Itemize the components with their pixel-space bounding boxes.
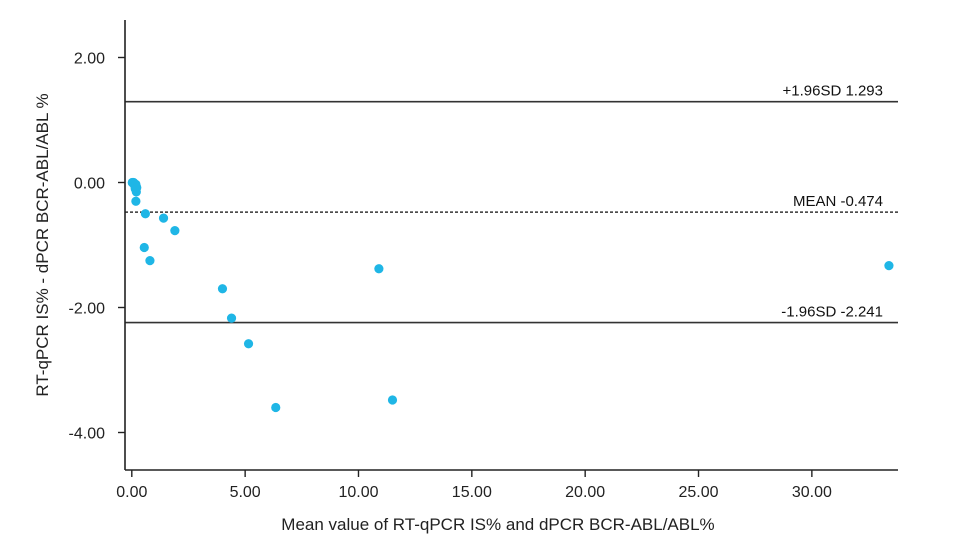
data-point (226, 313, 237, 323)
data-point (158, 213, 169, 223)
data-point (132, 182, 142, 193)
data-point (387, 395, 398, 405)
data-point (374, 264, 384, 274)
reference-line-label: -1.96SD -2.241 (781, 304, 883, 321)
y-tick-label: 2.00 (74, 51, 105, 68)
data-point (217, 284, 228, 294)
reference-line-label: MEAN -0.474 (793, 193, 883, 210)
data-points (127, 177, 894, 413)
data-point (243, 339, 254, 349)
reference-lines: +1.96SD 1.293 MEAN -0.474 -1.96SD -2.241 (125, 83, 898, 324)
data-point (139, 242, 149, 253)
axes (124, 20, 898, 471)
x-axis-title: Mean value of RT-qPCR IS% and dPCR BCR-A… (281, 515, 714, 534)
x-tick-label: 15.00 (452, 484, 492, 501)
data-point (131, 196, 141, 206)
data-point (271, 402, 281, 413)
y-axis-title: RT-qPCR IS% - dPCR BCR-ABL/ABL % (33, 93, 52, 396)
x-tick-label: 10.00 (338, 484, 378, 501)
x-ticks: 0.00 5.00 10.00 15.00 20.00 25.00 30.00 (116, 470, 832, 501)
y-tick-label: -4.00 (69, 426, 106, 443)
data-point (145, 256, 155, 266)
y-ticks: 2.00 0.00 -2.00 -4.00 (69, 51, 125, 443)
x-tick-label: 30.00 (792, 484, 832, 501)
y-tick-label: -2.00 (69, 301, 106, 318)
x-tick-label: 5.00 (230, 484, 261, 501)
x-tick-label: 25.00 (678, 484, 718, 501)
x-tick-label: 0.00 (116, 484, 147, 501)
data-point (884, 261, 894, 271)
reference-line-label: +1.96SD 1.293 (783, 83, 884, 100)
data-point (140, 209, 151, 219)
y-tick-label: 0.00 (74, 176, 105, 193)
data-point (170, 226, 180, 236)
x-tick-label: 20.00 (565, 484, 605, 501)
